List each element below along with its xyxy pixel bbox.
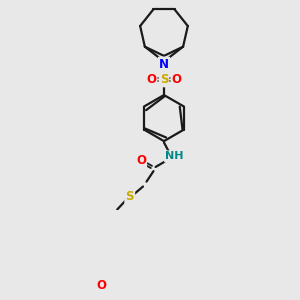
Text: O: O <box>97 279 107 292</box>
Text: O: O <box>136 154 146 167</box>
Text: NH: NH <box>165 152 184 161</box>
Text: S: S <box>125 190 134 203</box>
Text: O: O <box>146 73 156 86</box>
Text: O: O <box>172 73 182 86</box>
Text: N: N <box>159 58 169 71</box>
Text: S: S <box>160 73 168 86</box>
